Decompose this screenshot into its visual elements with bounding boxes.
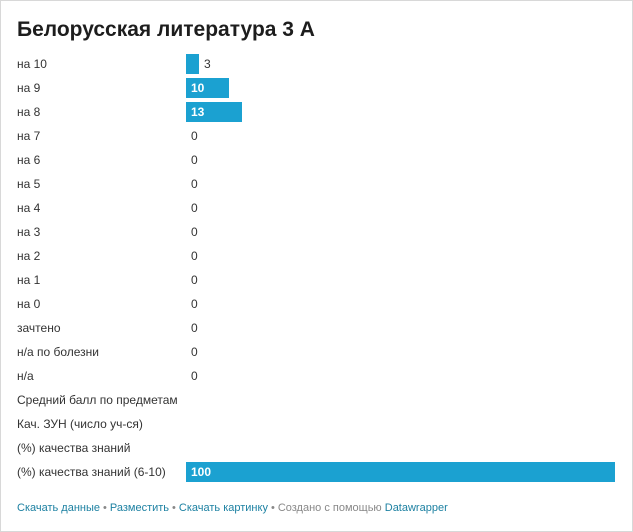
footer-separator: • xyxy=(270,502,275,514)
bar-row: н/а по болезни 0 xyxy=(1,340,632,364)
bar-row: зачтено 0 xyxy=(1,316,632,340)
bar-row: н/а 0 xyxy=(1,364,632,388)
category-label: на 1 xyxy=(17,273,41,287)
bar-row: на 0 0 xyxy=(1,292,632,316)
bar-row: Кач. ЗУН (число уч-ся) xyxy=(1,412,632,436)
bar-row: на 6 0 xyxy=(1,148,632,172)
category-label: на 4 xyxy=(17,201,41,215)
category-label: на 10 xyxy=(17,57,47,71)
value-label: 3 xyxy=(204,57,211,71)
category-label: на 9 xyxy=(17,81,41,95)
category-label: на 2 xyxy=(17,249,41,263)
bar xyxy=(186,78,229,98)
bar-rows: на 10 3 на 9 10 на 8 13 на 7 0 на 6 0 на 5 0 на 4 0 на… xyxy=(1,52,632,484)
category-label: на 0 xyxy=(17,297,41,311)
value-label: 0 xyxy=(191,345,198,359)
bar xyxy=(186,462,615,482)
bar-row: на 8 13 xyxy=(1,100,632,124)
value-label: 0 xyxy=(191,153,198,167)
value-label: 0 xyxy=(191,297,198,311)
bar-row: (%) качества знаний xyxy=(1,436,632,460)
category-label: на 5 xyxy=(17,177,41,191)
bar xyxy=(186,102,242,122)
category-label: на 3 xyxy=(17,225,41,239)
embed-link[interactable]: Разместить xyxy=(109,502,170,514)
bar-row: на 7 0 xyxy=(1,124,632,148)
bar-row: на 9 10 xyxy=(1,76,632,100)
bar-row: на 5 0 xyxy=(1,172,632,196)
category-label: на 6 xyxy=(17,153,41,167)
value-label: 0 xyxy=(191,201,198,215)
value-label: 0 xyxy=(191,249,198,263)
chart-title: Белорусская литература 3 А xyxy=(17,18,315,41)
category-label: (%) качества знаний xyxy=(17,441,131,455)
category-label: Кач. ЗУН (число уч-ся) xyxy=(17,417,143,431)
value-label: 13 xyxy=(191,105,205,119)
category-label: на 8 xyxy=(17,105,41,119)
datawrapper-link[interactable]: Datawrapper xyxy=(384,502,448,514)
value-label: 0 xyxy=(191,177,198,191)
value-label: 0 xyxy=(191,369,198,383)
category-label: на 7 xyxy=(17,129,41,143)
bar-row: на 2 0 xyxy=(1,244,632,268)
bar-row: Средний балл по предметам xyxy=(1,388,632,412)
value-label: 0 xyxy=(191,225,198,239)
value-label: 0 xyxy=(191,129,198,143)
bar xyxy=(186,54,199,74)
chart-footer: Скачать данные • Разместить • Скачать картин… xyxy=(17,502,448,514)
bar-row: на 10 3 xyxy=(1,52,632,76)
value-label: 10 xyxy=(191,81,205,95)
value-label: 0 xyxy=(191,321,198,335)
category-label: н/а по болезни xyxy=(17,345,100,359)
category-label: н/а xyxy=(17,369,34,383)
bar-row: на 1 0 xyxy=(1,268,632,292)
bar-row: (%) качества знаний (6-10) 100 xyxy=(1,460,632,484)
footer-separator: • xyxy=(103,502,107,514)
download-data-link[interactable]: Скачать данные xyxy=(17,502,101,514)
bar-row: на 3 0 xyxy=(1,220,632,244)
value-label: 0 xyxy=(191,273,198,287)
category-label: Средний балл по предметам xyxy=(17,393,178,407)
category-label: зачтено xyxy=(17,321,61,335)
category-label: (%) качества знаний (6-10) xyxy=(17,465,166,479)
bar-row: на 4 0 xyxy=(1,196,632,220)
download-image-link[interactable]: Скачать картинку xyxy=(178,502,268,514)
created-with-text: Создано с помощью xyxy=(277,502,382,514)
footer-separator: • xyxy=(172,502,176,514)
value-label: 100 xyxy=(191,465,212,479)
